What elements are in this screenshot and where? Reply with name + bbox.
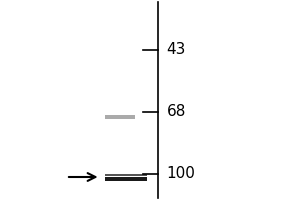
Text: 43: 43 bbox=[167, 43, 186, 58]
Text: 100: 100 bbox=[167, 166, 195, 182]
Bar bbox=[105, 115, 135, 119]
Text: 68: 68 bbox=[167, 104, 186, 119]
Bar bbox=[105, 177, 147, 181]
Bar bbox=[105, 174, 147, 176]
